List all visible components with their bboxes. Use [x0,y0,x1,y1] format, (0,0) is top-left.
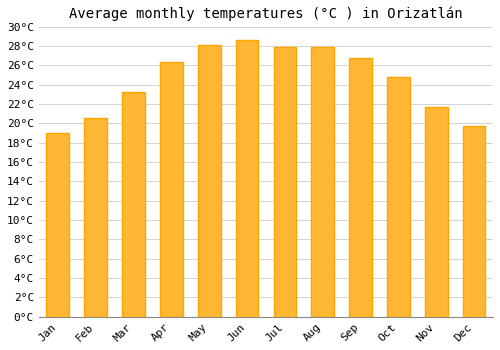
Bar [122,92,145,317]
Bar [274,47,296,317]
Bar [387,77,410,317]
Bar [236,40,258,317]
Bar [425,107,448,317]
Bar [46,133,69,317]
Bar [349,58,372,317]
Title: Average monthly temperatures (°C ) in Orizatlán: Average monthly temperatures (°C ) in Or… [69,7,462,21]
Bar [84,118,107,317]
Bar [312,47,334,317]
Bar [160,62,182,317]
Bar [198,45,220,317]
Bar [463,126,485,317]
